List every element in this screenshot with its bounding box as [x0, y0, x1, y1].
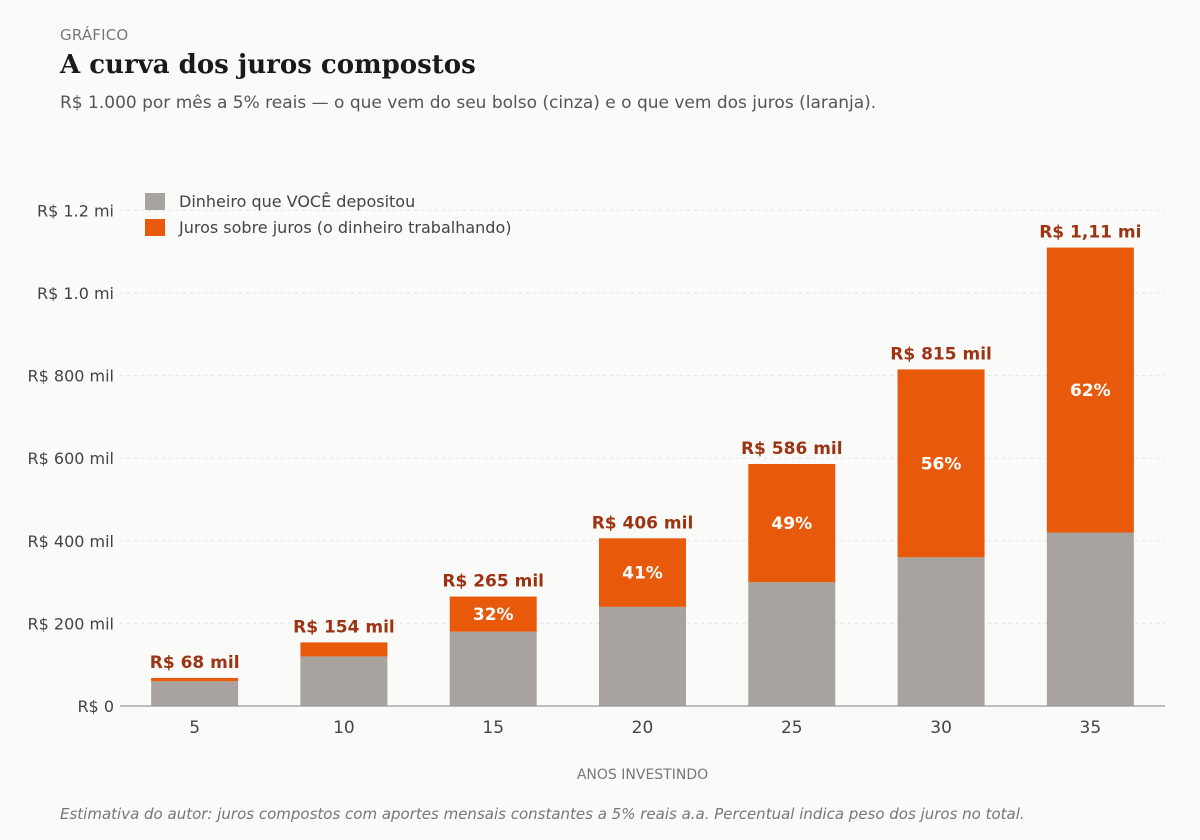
total-value-label: R$ 68 mil	[150, 653, 240, 673]
x-tick-label: 25	[781, 718, 803, 738]
total-value-label: R$ 1,11 mi	[1039, 223, 1141, 243]
legend-item-deposited: Dinheiro que VOCÊ depositou	[145, 188, 511, 214]
legend-item-interest: Juros sobre juros (o dinheiro trabalhand…	[145, 214, 511, 240]
bar-interest	[599, 538, 686, 607]
interest-share-label: 41%	[622, 564, 663, 584]
y-tick-label: R$ 0	[77, 697, 114, 716]
bar-deposited	[748, 582, 836, 706]
y-tick-label: R$ 1.0 mi	[37, 284, 114, 303]
legend-swatch-interest	[145, 218, 165, 236]
bar-deposited	[599, 606, 686, 706]
total-value-label: R$ 154 mil	[293, 617, 395, 637]
bar-interest	[449, 596, 537, 632]
chart-subtitle: R$ 1.000 por mês a 5% reais — o que vem …	[60, 93, 877, 113]
chart-kicker: GRÁFICO	[60, 26, 129, 44]
x-axis-label: ANOS INVESTINDO	[577, 767, 708, 783]
y-tick-label: R$ 600 mil	[28, 449, 114, 468]
x-tick-label: 35	[1080, 718, 1102, 738]
total-value-label: R$ 406 mil	[592, 513, 694, 533]
bar-deposited	[300, 656, 388, 706]
interest-share-label: 32%	[473, 605, 514, 625]
legend-label-interest: Juros sobre juros (o dinheiro trabalhand…	[179, 217, 512, 237]
x-tick-label: 20	[632, 718, 654, 738]
interest-share-label: 49%	[771, 514, 812, 534]
bar-interest	[1046, 247, 1134, 533]
total-value-label: R$ 586 mil	[741, 439, 843, 459]
bar-interest	[300, 642, 388, 657]
x-tick-label: 5	[189, 718, 200, 738]
bar-deposited	[897, 557, 985, 706]
y-tick-label: R$ 1.2 mi	[37, 201, 114, 220]
x-tick-label: 10	[333, 718, 355, 738]
y-tick-label: R$ 800 mil	[28, 367, 114, 386]
chart-source-note: Estimativa do autor: juros compostos com…	[60, 805, 1025, 823]
interest-share-label: 62%	[1070, 381, 1111, 401]
bar-interest	[151, 677, 239, 682]
total-value-label: R$ 815 mil	[890, 344, 992, 364]
legend-swatch-deposited	[145, 192, 165, 210]
total-value-label: R$ 265 mil	[442, 572, 544, 592]
bar-deposited	[449, 631, 537, 706]
interest-share-label: 56%	[921, 454, 962, 474]
y-tick-label: R$ 200 mil	[28, 614, 114, 633]
bar-deposited	[151, 681, 239, 706]
x-tick-label: 15	[482, 718, 504, 738]
legend-label-deposited: Dinheiro que VOCÊ depositou	[179, 191, 416, 211]
chart-title: A curva dos juros compostos	[60, 50, 476, 80]
bar-deposited	[1046, 532, 1134, 706]
bar-interest	[897, 369, 985, 558]
bar-interest	[748, 463, 836, 583]
y-tick-label: R$ 400 mil	[28, 532, 114, 551]
x-tick-label: 30	[930, 718, 952, 738]
chart-legend: Dinheiro que VOCÊ depositou Juros sobre …	[145, 188, 511, 240]
